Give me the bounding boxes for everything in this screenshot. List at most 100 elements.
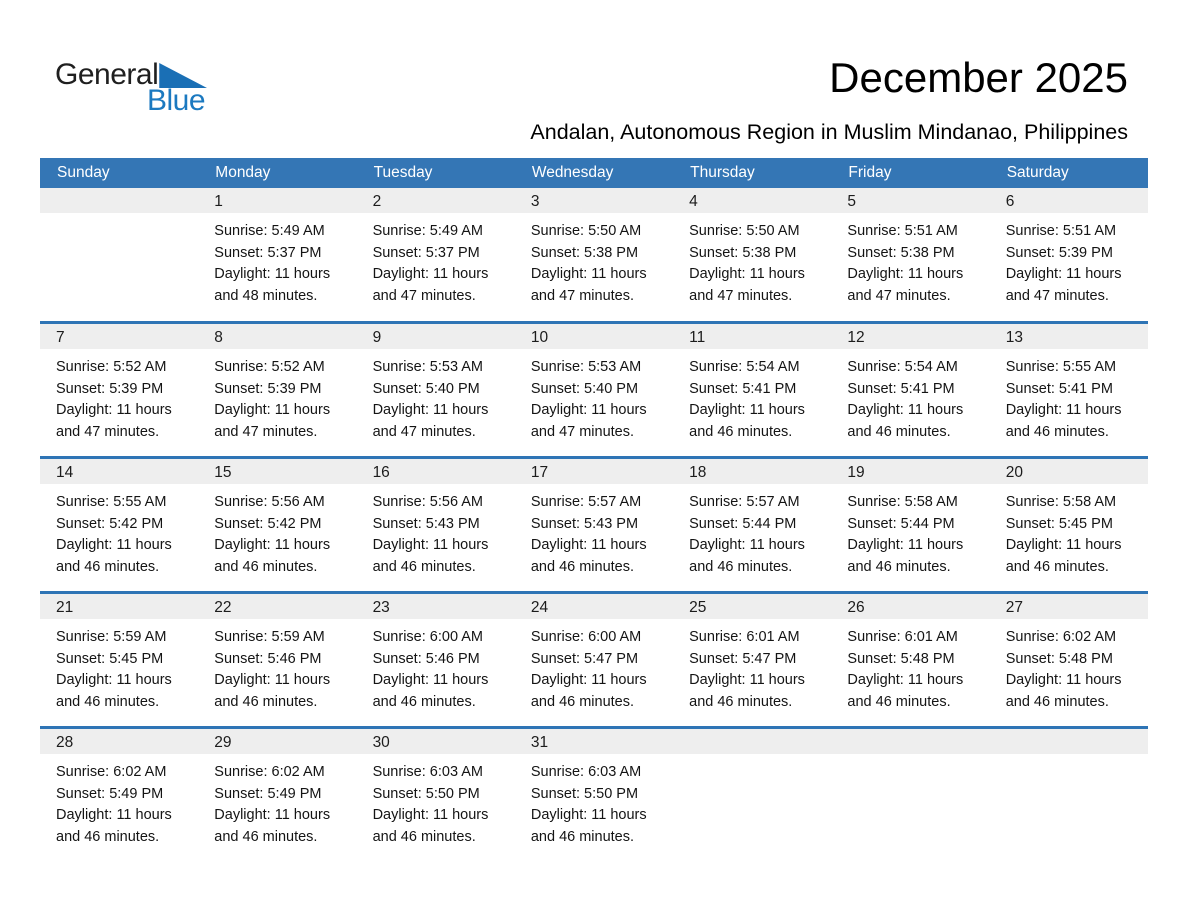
day-number: 25: [673, 594, 832, 619]
sunrise-text: Sunrise: 5:58 AM: [1005, 494, 1117, 510]
sunrise-text: Sunrise: 5:51 AM: [847, 223, 958, 239]
page-title: December 2025: [829, 54, 1128, 101]
day-number: 2: [356, 188, 515, 213]
week-row-1: 1 Sunrise: 5:49 AM Sunset: 5:37 PM Daylight…: [40, 188, 1148, 321]
daylight-text-line1: Daylight: 11 hours: [689, 402, 805, 418]
sunrise-text: Sunrise: 5:59 AM: [214, 629, 325, 645]
day-cell-2: 2 Sunrise: 5:49 AM Sunset: 5:37 PM Daylight…: [356, 188, 515, 321]
day-cell-29: 29 Sunrise: 6:02 AM Sunset: 5:49 PM Dayligh…: [198, 729, 357, 861]
daylight-text-line2: and 46 minutes.: [847, 693, 951, 710]
daylight-text-line1: Daylight: 11 hours: [214, 672, 331, 688]
day-details: Sunrise: 5:49 AM Sunset: 5:37 PM Daylight:…: [357, 213, 515, 307]
weekday-header-wednesday: Wednesday: [531, 164, 614, 181]
daylight-text-line1: Daylight: 11 hours: [56, 537, 172, 553]
day-cell-24: 24 Sunrise: 6:00 AM Sunset: 5:47 PM Dayligh…: [514, 594, 674, 726]
sunrise-text: Sunrise: 5:50 AM: [689, 223, 800, 239]
daylight-text-line1: Daylight: 11 hours: [372, 266, 489, 282]
daylight-text-line1: Daylight: 11 hours: [847, 266, 964, 282]
daylight-text-line2: and 46 minutes.: [372, 558, 476, 575]
day-details: Sunrise: 5:50 AM Sunset: 5:38 PM Daylight:…: [515, 213, 673, 307]
sunrise-text: Sunrise: 5:50 AM: [530, 223, 642, 239]
day-cell-6: 6 Sunrise: 5:51 AM Sunset: 5:39 PM Daylight…: [989, 188, 1148, 321]
day-cell-21: 21 Sunrise: 5:59 AM Sunset: 5:45 PM Dayligh…: [40, 594, 199, 726]
day-number: [673, 729, 832, 754]
day-details: Sunrise: 5:52 AM Sunset: 5:39 PM Daylight:…: [198, 349, 356, 443]
sunset-text: Sunset: 5:45 PM: [56, 650, 164, 667]
day-cell-28: 28 Sunrise: 6:02 AM Sunset: 5:49 PM Dayligh…: [40, 729, 199, 861]
sunset-text: Sunset: 5:40 PM: [372, 380, 480, 397]
daylight-text-line2: and 46 minutes.: [372, 693, 476, 710]
day-number: [989, 729, 1148, 754]
day-details: Sunrise: 5:51 AM Sunset: 5:38 PM Daylight:…: [831, 213, 989, 307]
daylight-text-line2: and 47 minutes.: [530, 423, 635, 440]
day-number: 11: [673, 324, 832, 349]
calendar-table: Sunday Monday Tuesday Wednesday Thursday Frid…: [40, 158, 1148, 861]
sunset-text: Sunset: 5:50 PM: [530, 785, 639, 802]
sunset-text: Sunset: 5:48 PM: [1005, 650, 1113, 667]
daylight-text-line1: Daylight: 11 hours: [1005, 402, 1122, 418]
day-details: Sunrise: 5:56 AM Sunset: 5:43 PM Daylight:…: [357, 484, 515, 578]
daylight-text-line1: Daylight: 11 hours: [1005, 672, 1122, 688]
sunrise-text: Sunrise: 6:03 AM: [372, 764, 483, 780]
daylight-text-line1: Daylight: 11 hours: [847, 402, 964, 418]
sunrise-text: Sunrise: 5:54 AM: [847, 359, 958, 375]
sunrise-text: Sunrise: 6:02 AM: [214, 764, 325, 780]
day-cell-9: 9 Sunrise: 5:53 AM Sunset: 5:40 PM Daylight…: [356, 324, 515, 456]
day-number: 31: [514, 729, 674, 754]
day-cell-8: 8 Sunrise: 5:52 AM Sunset: 5:39 PM Daylight…: [198, 324, 357, 456]
day-number: 7: [40, 324, 199, 349]
sunset-text: Sunset: 5:49 PM: [56, 785, 164, 802]
daylight-text-line2: and 46 minutes.: [847, 423, 951, 440]
daylight-text-line2: and 46 minutes.: [847, 558, 951, 575]
sunrise-text: Sunrise: 6:00 AM: [530, 629, 642, 645]
daylight-text-line2: and 46 minutes.: [530, 558, 635, 575]
day-number: 6: [989, 188, 1148, 213]
sunset-text: Sunset: 5:44 PM: [847, 515, 955, 532]
sunset-text: Sunset: 5:41 PM: [689, 380, 797, 397]
daylight-text-line1: Daylight: 11 hours: [689, 537, 805, 553]
day-number: 12: [831, 324, 990, 349]
day-number: 8: [198, 324, 357, 349]
day-details: Sunrise: 6:01 AM Sunset: 5:48 PM Daylight:…: [831, 619, 989, 713]
day-cell-31: 31 Sunrise: 6:03 AM Sunset: 5:50 PM Dayligh…: [514, 729, 674, 861]
day-number: [40, 188, 199, 213]
day-number: 13: [989, 324, 1148, 349]
day-number: 1: [198, 188, 357, 213]
daylight-text-line1: Daylight: 11 hours: [530, 537, 647, 553]
day-number: 30: [356, 729, 515, 754]
day-number: 10: [514, 324, 674, 349]
weekday-header-saturday: Saturday: [1006, 164, 1069, 181]
day-details: Sunrise: 5:53 AM Sunset: 5:40 PM Daylight:…: [515, 349, 673, 443]
daylight-text-line1: Daylight: 11 hours: [214, 402, 331, 418]
daylight-text-line2: and 46 minutes.: [372, 828, 476, 845]
day-details: Sunrise: 6:02 AM Sunset: 5:48 PM Daylight:…: [990, 619, 1148, 713]
daylight-text-line1: Daylight: 11 hours: [530, 266, 647, 282]
daylight-text-line1: Daylight: 11 hours: [214, 537, 331, 553]
day-number: 23: [356, 594, 515, 619]
day-details: Sunrise: 6:02 AM Sunset: 5:49 PM Daylight:…: [40, 754, 198, 848]
weekday-header-sunday: Sunday: [57, 164, 110, 181]
day-details: Sunrise: 5:58 AM Sunset: 5:45 PM Daylight:…: [990, 484, 1148, 578]
sunrise-text: Sunrise: 6:03 AM: [530, 764, 642, 780]
day-cell-empty: [673, 729, 832, 861]
day-number: 3: [514, 188, 674, 213]
day-number: 20: [989, 459, 1148, 484]
day-number: 14: [40, 459, 199, 484]
day-cell-17: 17 Sunrise: 5:57 AM Sunset: 5:43 PM Dayligh…: [514, 459, 674, 591]
sunrise-text: Sunrise: 6:02 AM: [56, 764, 167, 780]
day-details: Sunrise: 5:50 AM Sunset: 5:38 PM Daylight:…: [673, 213, 831, 307]
sunrise-text: Sunrise: 5:56 AM: [372, 494, 483, 510]
day-details: Sunrise: 6:03 AM Sunset: 5:50 PM Daylight:…: [357, 754, 515, 848]
daylight-text-line2: and 47 minutes.: [847, 287, 951, 304]
day-number: 18: [673, 459, 832, 484]
daylight-text-line2: and 47 minutes.: [689, 287, 793, 304]
sunset-text: Sunset: 5:44 PM: [689, 515, 797, 532]
sunset-text: Sunset: 5:45 PM: [1005, 515, 1113, 532]
day-cell-18: 18 Sunrise: 5:57 AM Sunset: 5:44 PM Dayligh…: [673, 459, 832, 591]
sunset-text: Sunset: 5:41 PM: [847, 380, 955, 397]
daylight-text-line1: Daylight: 11 hours: [372, 537, 489, 553]
daylight-text-line2: and 47 minutes.: [372, 287, 476, 304]
day-details: Sunrise: 6:00 AM Sunset: 5:47 PM Daylight:…: [515, 619, 673, 713]
day-details: [990, 754, 1148, 762]
daylight-text-line2: and 46 minutes.: [214, 693, 318, 710]
